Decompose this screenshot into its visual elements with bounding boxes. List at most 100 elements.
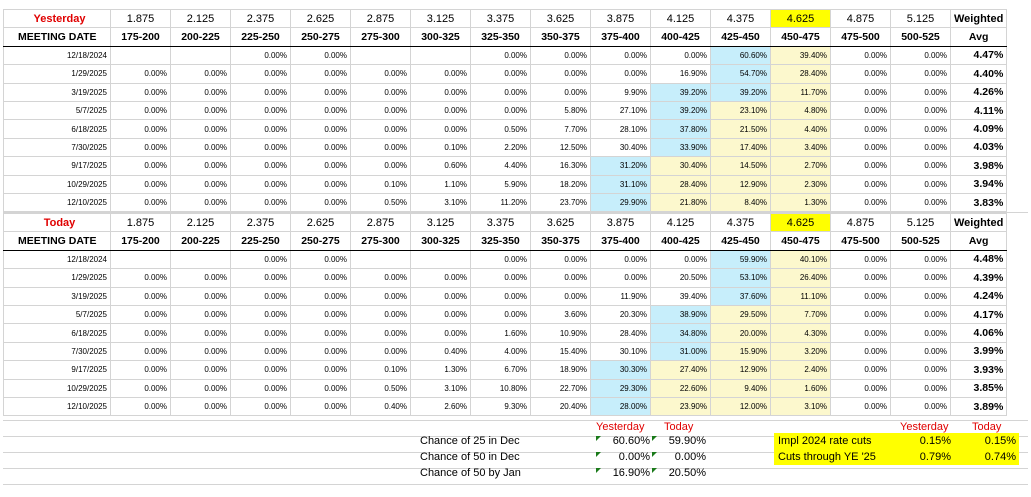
table-row: 12/10/2025 0.00% 0.00% 0.00% 0.00% 0.40% 2.60%… bbox=[3, 396, 1008, 417]
meeting-date: 3/19/2025 bbox=[3, 82, 111, 102]
probability-cell: 0.00% bbox=[230, 192, 291, 213]
probability-cell: 40.10% bbox=[770, 249, 831, 270]
probability-cell: 31.10% bbox=[590, 174, 651, 194]
probability-cell: 2.70% bbox=[770, 156, 831, 176]
probability-cell: 2.20% bbox=[470, 137, 531, 158]
probability-cell: 20.30% bbox=[590, 304, 651, 325]
probability-cell: 3.10% bbox=[410, 378, 471, 398]
probability-cell: 9.40% bbox=[710, 378, 771, 398]
probability-cell: 0.00% bbox=[170, 192, 231, 213]
range-header: 350-375 bbox=[530, 231, 591, 251]
avg-header: Avg bbox=[949, 27, 1008, 47]
probability-cell: 17.40% bbox=[710, 137, 771, 158]
spacer-row bbox=[3, 195, 1028, 214]
probability-cell: 1.60% bbox=[470, 323, 531, 343]
probability-cell: 28.40% bbox=[770, 64, 831, 84]
probability-cell: 12.00% bbox=[710, 396, 771, 417]
probability-cell: 23.90% bbox=[650, 396, 711, 417]
probability-cell: 0.00% bbox=[350, 100, 411, 121]
probability-cell: 0.00% bbox=[830, 156, 891, 176]
probability-cell: 0.00% bbox=[170, 360, 231, 380]
probability-cell: 0.00% bbox=[290, 82, 351, 102]
probability-cell: 0.00% bbox=[530, 249, 591, 270]
probability-cell: 0.00% bbox=[290, 323, 351, 343]
probability-cell: 60.60% bbox=[710, 45, 771, 66]
probability-cell: 22.70% bbox=[530, 378, 591, 398]
avg-header: Avg bbox=[949, 231, 1008, 251]
probability-cell: 0.40% bbox=[350, 396, 411, 417]
probability-cell: 0.00% bbox=[110, 82, 171, 102]
probability-cell: 0.00% bbox=[290, 45, 351, 66]
cuts-label-1: Cuts through YE '25 bbox=[778, 451, 876, 463]
probability-cell: 23.10% bbox=[710, 100, 771, 121]
probability-cell: 27.40% bbox=[650, 360, 711, 380]
weighted-avg: 4.48% bbox=[949, 249, 1008, 270]
chance-yesterday-0: 60.60% bbox=[612, 435, 650, 447]
probability-cell: 0.00% bbox=[890, 249, 951, 270]
probability-cell: 16.90% bbox=[650, 64, 711, 84]
probability-cell: 0.00% bbox=[470, 100, 531, 121]
range-header: 350-375 bbox=[530, 27, 591, 47]
meeting-date-header: MEETING DATE bbox=[3, 231, 111, 251]
meeting-date: 10/29/2025 bbox=[3, 174, 111, 194]
probability-cell: 0.60% bbox=[410, 156, 471, 176]
probability-cell: 4.40% bbox=[770, 119, 831, 139]
probability-cell: 28.40% bbox=[590, 323, 651, 343]
range-header: 250-275 bbox=[290, 231, 351, 251]
probability-cell: 0.00% bbox=[350, 119, 411, 139]
probability-cell: 11.10% bbox=[770, 286, 831, 306]
probability-cell: 0.00% bbox=[530, 286, 591, 306]
section-label: Yesterday bbox=[3, 8, 111, 29]
probability-cell bbox=[110, 45, 171, 66]
probability-cell: 0.00% bbox=[410, 100, 471, 121]
probability-cell bbox=[350, 249, 411, 270]
meeting-date: 12/10/2025 bbox=[3, 396, 111, 417]
probability-cell: 0.00% bbox=[230, 100, 291, 121]
meeting-date-header: MEETING DATE bbox=[3, 27, 111, 47]
cuts-yesterday-0: 0.15% bbox=[919, 435, 951, 447]
range-header: 450-475 bbox=[770, 231, 831, 251]
rate-cell: 5.125 bbox=[890, 212, 951, 233]
table-row: 7/30/2025 0.00% 0.00% 0.00% 0.00% 0.00% 0.10% 2… bbox=[3, 137, 1008, 158]
probability-cell: 30.40% bbox=[650, 156, 711, 176]
rate-cell: 3.125 bbox=[410, 212, 471, 233]
meeting-date: 9/17/2025 bbox=[3, 360, 111, 380]
probability-cell: 0.00% bbox=[350, 156, 411, 176]
probability-cell: 0.10% bbox=[410, 137, 471, 158]
probability-cell: 12.90% bbox=[710, 360, 771, 380]
probability-cell: 0.00% bbox=[170, 286, 231, 306]
chance-yesterday-1: 0.00% bbox=[618, 451, 650, 463]
range-header: 300-325 bbox=[410, 231, 471, 251]
probability-cell: 39.20% bbox=[650, 82, 711, 102]
probability-cell: 0.00% bbox=[650, 45, 711, 66]
meeting-date: 7/30/2025 bbox=[3, 137, 111, 158]
weighted-avg: 4.24% bbox=[949, 286, 1008, 306]
probability-cell: 0.00% bbox=[290, 249, 351, 270]
probability-cell: 4.00% bbox=[470, 341, 531, 362]
weighted-header: Weighted bbox=[949, 212, 1008, 233]
rate-cell: 2.625 bbox=[290, 212, 351, 233]
probability-cell: 0.00% bbox=[110, 360, 171, 380]
probability-cell bbox=[170, 249, 231, 270]
rate-cell: 4.375 bbox=[710, 8, 771, 29]
probability-cell: 0.00% bbox=[230, 249, 291, 270]
yesterday-table: Yesterday 1.875 2.125 2.375 2.625 2.875 3.125 3… bbox=[3, 8, 1008, 213]
probability-cell: 29.50% bbox=[710, 304, 771, 325]
probability-cell: 0.00% bbox=[230, 286, 291, 306]
rate-cell: 3.375 bbox=[470, 8, 531, 29]
probability-cell bbox=[110, 249, 171, 270]
weighted-avg: 4.11% bbox=[949, 100, 1008, 121]
probability-cell: 16.30% bbox=[530, 156, 591, 176]
meeting-date: 6/18/2025 bbox=[3, 323, 111, 343]
probability-cell: 0.00% bbox=[830, 304, 891, 325]
probability-cell: 34.80% bbox=[650, 323, 711, 343]
rate-cell: 3.875 bbox=[590, 212, 651, 233]
probability-cell bbox=[350, 45, 411, 66]
probability-cell: 0.00% bbox=[170, 396, 231, 417]
weighted-avg: 4.06% bbox=[949, 323, 1008, 343]
probability-cell: 0.00% bbox=[410, 286, 471, 306]
weighted-avg: 3.94% bbox=[949, 174, 1008, 194]
table-row: 5/7/2025 0.00% 0.00% 0.00% 0.00% 0.00% 0.00% 0.… bbox=[3, 100, 1008, 121]
probability-cell: 3.10% bbox=[410, 192, 471, 213]
probability-cell: 0.00% bbox=[890, 378, 951, 398]
